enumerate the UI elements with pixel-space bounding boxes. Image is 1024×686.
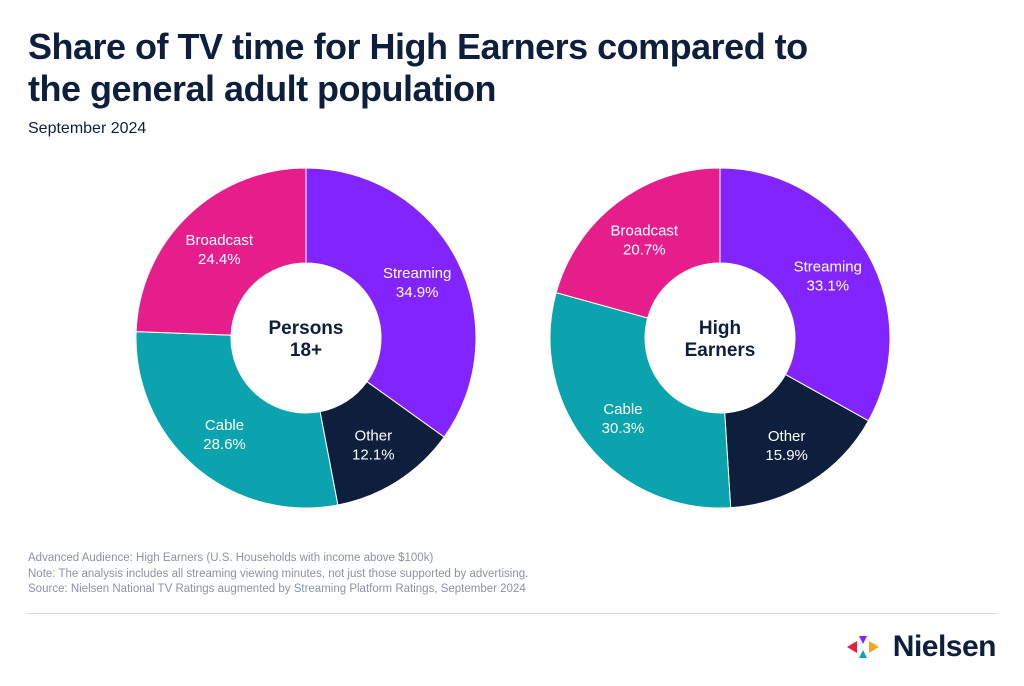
persons-18-donut: Streaming 34.9% Other 12.1% Cable 28.6% Broadc… [135, 167, 477, 509]
slice-name-label: Broadcast [611, 223, 679, 240]
center-label: Earners [685, 340, 756, 361]
slice-value-label: 28.6% [203, 436, 246, 453]
slice-streaming [305, 167, 477, 438]
center-label: Persons [269, 318, 344, 339]
slice-name-label: Streaming [383, 265, 451, 282]
nielsen-logo: Nielsen [845, 630, 997, 664]
slice-value-label: 20.7% [623, 242, 666, 259]
slice-value-label: 12.1% [352, 446, 395, 463]
footnotes: Advanced Audience: High Earners (U.S. Ho… [28, 551, 528, 598]
footnote-source: Source: Nielsen National TV Ratings augm… [28, 583, 526, 595]
slice-name-label: Other [355, 427, 393, 444]
slice-streaming [719, 167, 891, 422]
footnote-audience: Advanced Audience: High Earners (U.S. Ho… [28, 552, 434, 564]
slice-name-label: Cable [205, 417, 244, 434]
high-earners-donut: Streaming 33.1% Other 15.9% Cable 30.3% Broadc… [549, 167, 891, 509]
slice-name-label: Cable [603, 401, 642, 418]
chart-subtitle: September 2024 [28, 120, 147, 137]
slice-broadcast [135, 167, 307, 336]
center-label: 18+ [290, 340, 322, 361]
donut-charts: Streaming 34.9% Other 12.1% Cable 28.6% Broadc… [135, 167, 891, 509]
footnote-note: Note: The analysis includes all streamin… [28, 567, 529, 580]
slice-cable [135, 331, 339, 509]
slice-name-label: Broadcast [186, 232, 254, 249]
slice-cable [549, 292, 732, 509]
slice-broadcast [555, 167, 721, 319]
nielsen-wordmark: Nielsen [892, 630, 997, 663]
center-label: High [699, 318, 741, 339]
nielsen-logo-mark-icon [846, 636, 879, 658]
chart-title: Share of TV time for High Earners compar… [28, 26, 808, 109]
slice-value-label: 30.3% [602, 420, 645, 437]
slice-name-label: Other [768, 428, 806, 445]
slice-value-label: 33.1% [807, 278, 850, 295]
divider [28, 613, 996, 614]
slice-value-label: 24.4% [198, 251, 241, 268]
slice-other [724, 373, 870, 509]
slice-value-label: 34.9% [396, 284, 439, 301]
slice-name-label: Streaming [794, 259, 862, 276]
slice-value-label: 15.9% [765, 447, 808, 464]
